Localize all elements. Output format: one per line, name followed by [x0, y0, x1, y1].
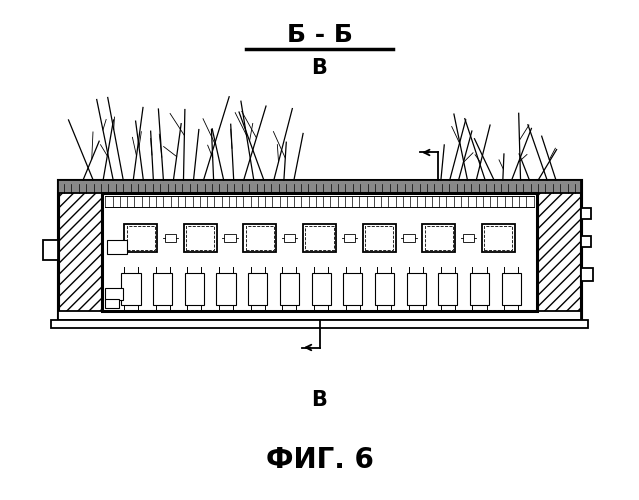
Bar — [51, 320, 588, 328]
Bar — [537, 180, 581, 320]
Bar — [58, 180, 581, 320]
Bar — [246, 226, 274, 250]
Bar — [280, 272, 299, 305]
Bar — [425, 226, 453, 250]
Bar — [107, 240, 127, 254]
Bar — [470, 272, 489, 305]
Bar — [362, 224, 396, 252]
Bar — [185, 272, 204, 305]
Bar — [153, 272, 173, 305]
Bar — [403, 234, 415, 242]
Bar — [284, 234, 295, 242]
Bar — [406, 272, 426, 305]
Bar — [311, 272, 331, 305]
Bar — [183, 224, 217, 252]
Bar — [343, 272, 362, 305]
Bar — [502, 272, 521, 305]
Bar — [438, 272, 458, 305]
Bar — [105, 298, 119, 308]
Bar — [482, 224, 515, 252]
Bar — [463, 234, 474, 242]
Bar — [305, 226, 334, 250]
Bar — [58, 180, 581, 192]
Bar — [581, 236, 591, 247]
Bar — [58, 180, 102, 320]
Bar — [248, 272, 267, 305]
Bar — [43, 240, 58, 260]
Bar — [375, 272, 394, 305]
Text: В: В — [312, 390, 327, 410]
Bar — [581, 268, 593, 281]
Bar — [217, 272, 236, 305]
Bar — [422, 224, 456, 252]
Bar — [344, 234, 355, 242]
Bar — [121, 272, 141, 305]
Bar — [365, 226, 393, 250]
Bar — [58, 311, 581, 320]
Bar — [303, 224, 336, 252]
Text: Б - Б: Б - Б — [286, 23, 353, 47]
Bar — [105, 288, 123, 300]
Text: ФИГ. 6: ФИГ. 6 — [266, 446, 373, 474]
Bar — [102, 192, 537, 311]
Bar — [124, 224, 157, 252]
Bar — [165, 234, 176, 242]
Bar — [581, 208, 591, 219]
Bar — [127, 226, 155, 250]
Bar — [102, 192, 537, 311]
Bar — [243, 224, 277, 252]
Bar — [186, 226, 214, 250]
Bar — [484, 226, 512, 250]
Text: В: В — [312, 58, 327, 78]
Bar — [224, 234, 236, 242]
